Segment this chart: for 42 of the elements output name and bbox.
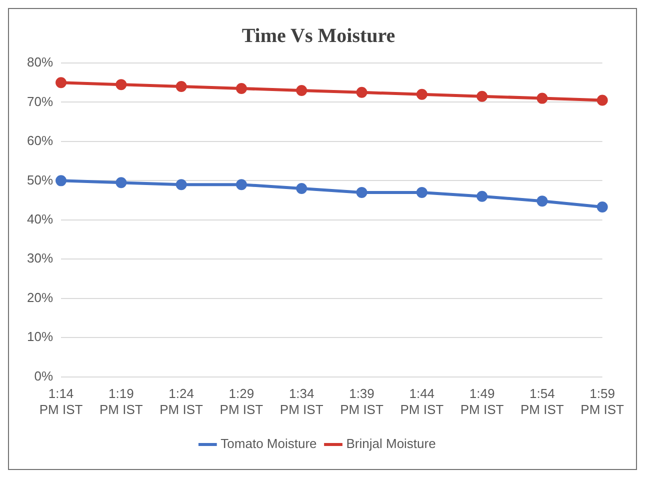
x-tick-label: 1:14 PM IST (39, 386, 83, 417)
y-tick-label: 30% (26, 250, 54, 266)
point (236, 82, 247, 94)
point (476, 190, 488, 202)
y-tick-label: 80% (26, 54, 54, 70)
point (536, 92, 548, 104)
point (116, 79, 127, 90)
point (356, 86, 368, 98)
point (416, 88, 428, 100)
point (56, 175, 67, 186)
y-tick-label: 70% (26, 94, 54, 109)
point (116, 177, 127, 188)
point (176, 179, 187, 190)
x-tick-label: 1:39 PM IST (340, 386, 384, 417)
point (356, 186, 368, 198)
point (296, 84, 308, 96)
point (596, 201, 608, 212)
x-tick-label: 1:34 PM IST (280, 386, 324, 417)
y-tick-label: 10% (26, 329, 54, 344)
legend-label: Tomato Moisture (220, 436, 317, 452)
x-tick-label: 1:29 PM IST (220, 386, 264, 417)
x-tick-label: 1:24 PM IST (160, 386, 204, 417)
y-tick-label: 20% (26, 290, 54, 305)
y-tick-label: 60% (26, 133, 54, 148)
x-tick-label: 1:19 PM IST (99, 386, 143, 417)
x-tick-label: 1:54 PM IST (520, 386, 564, 417)
point (176, 81, 187, 92)
chart-title: Time Vs Moisture (242, 25, 396, 48)
point (56, 77, 67, 88)
point (416, 186, 428, 198)
x-tick-label: 1:44 PM IST (400, 386, 444, 417)
point (596, 94, 608, 106)
point (476, 90, 488, 102)
y-tick-label: 0% (34, 368, 54, 384)
y-tick-label: 40% (26, 211, 54, 226)
x-tick-label: 1:49 PM IST (460, 386, 504, 417)
x-tick-label: 1:59 PM IST (580, 386, 624, 417)
legend-label: Brinjal Moisture (346, 436, 436, 452)
point (296, 183, 308, 194)
point (536, 196, 548, 207)
point (236, 179, 247, 190)
y-tick-label: 50% (26, 172, 54, 188)
